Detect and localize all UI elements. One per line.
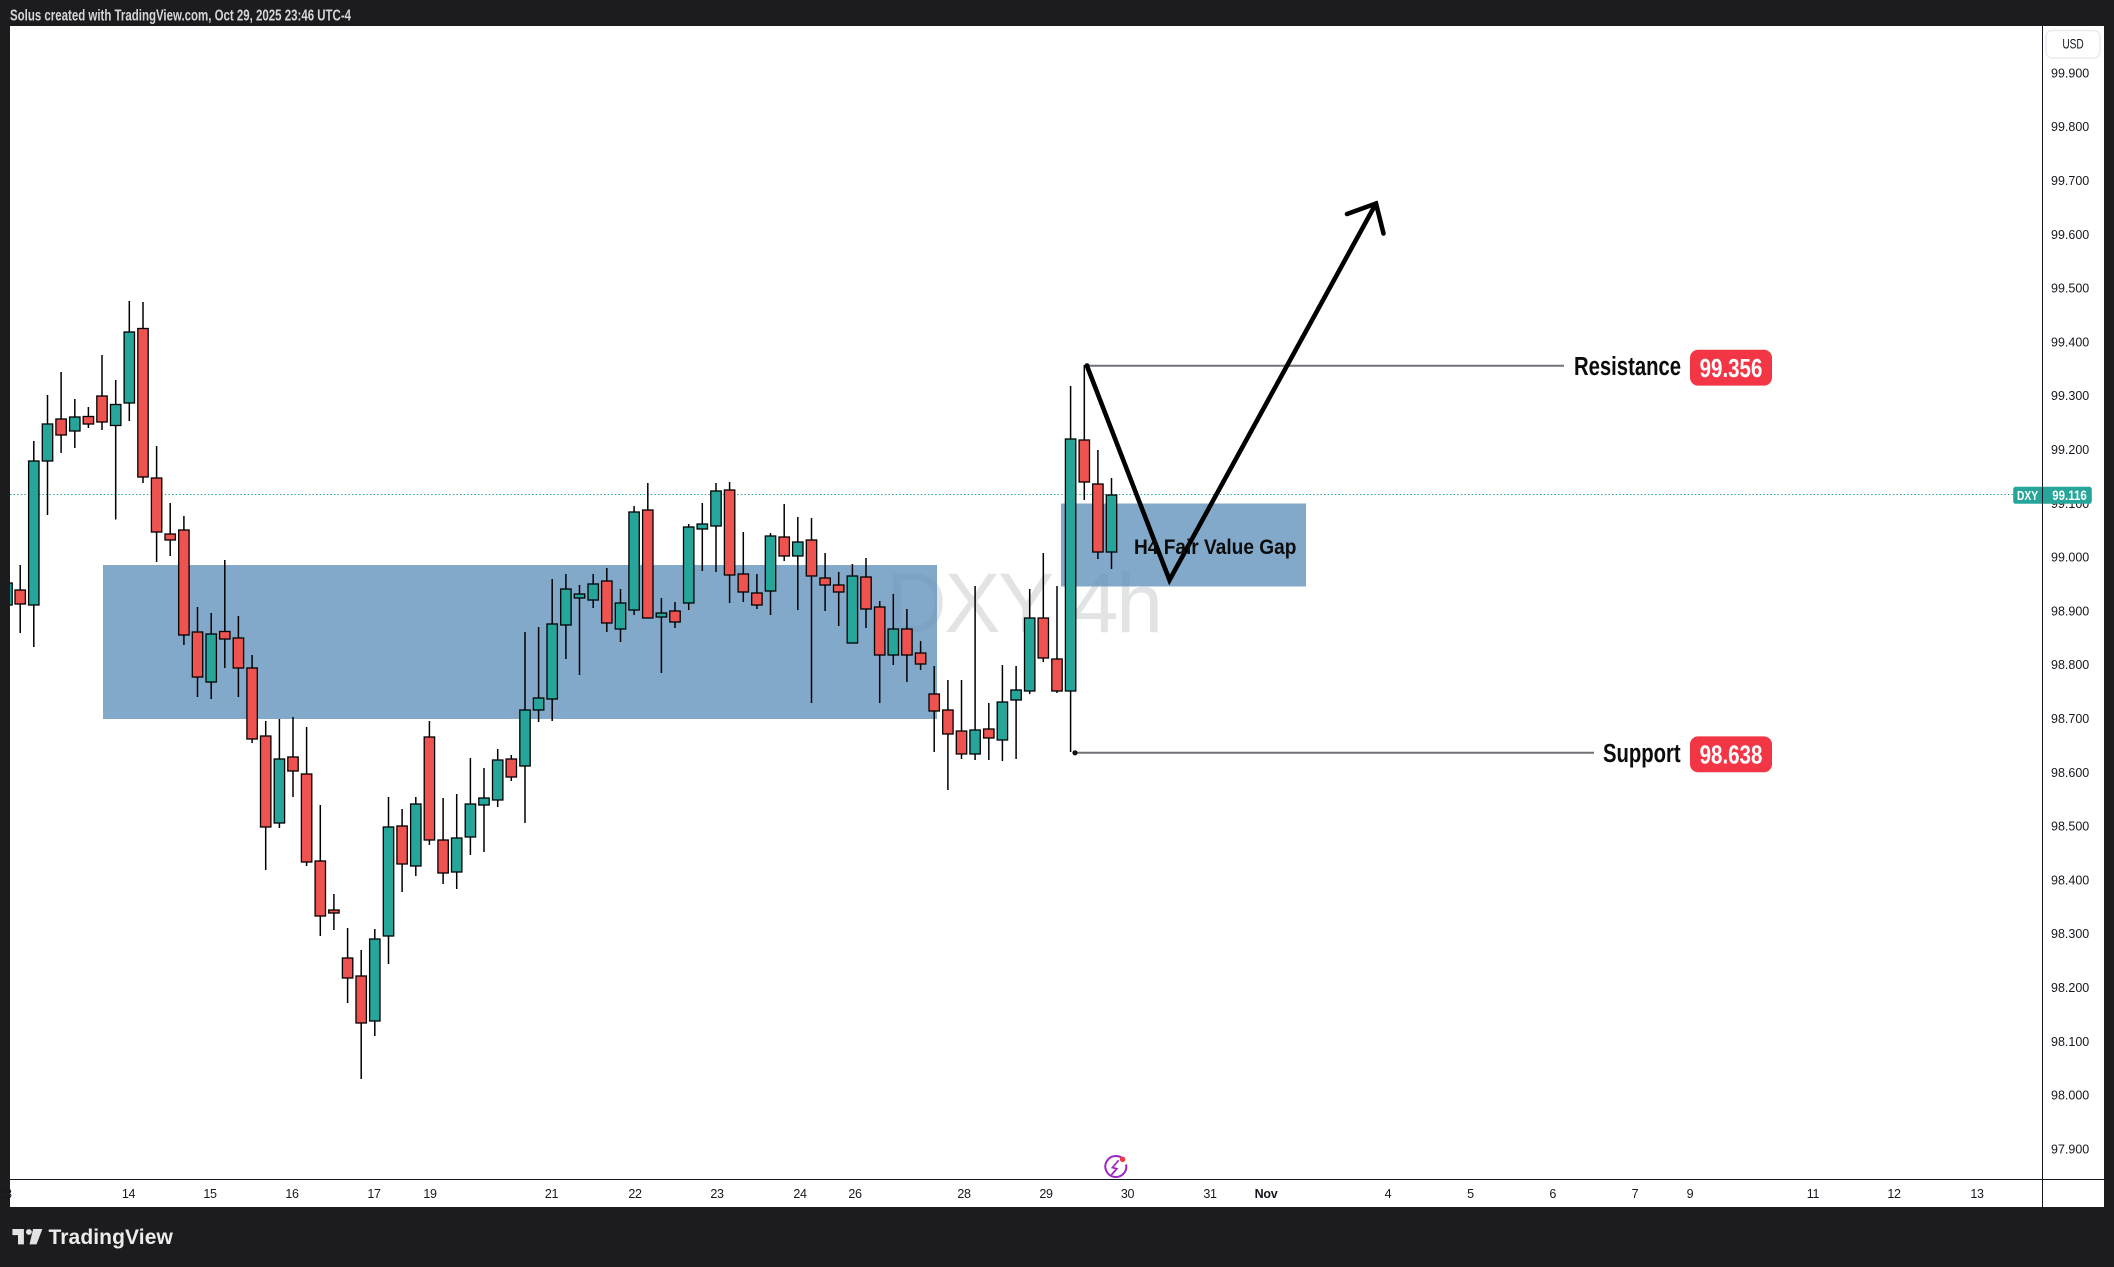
svg-text:Resistance: Resistance — [1574, 352, 1681, 381]
svg-text:16: 16 — [285, 1187, 299, 1201]
svg-text:15: 15 — [203, 1187, 217, 1201]
svg-text:99.600: 99.600 — [2051, 228, 2089, 242]
svg-text:99.700: 99.700 — [2051, 174, 2089, 188]
svg-text:99.000: 99.000 — [2051, 551, 2089, 565]
svg-text:98.800: 98.800 — [2051, 658, 2089, 672]
svg-text:4: 4 — [1385, 1187, 1392, 1201]
svg-text:21: 21 — [545, 1187, 559, 1201]
svg-text:97.900: 97.900 — [2051, 1142, 2089, 1156]
svg-text:98.100: 98.100 — [2051, 1035, 2089, 1049]
svg-text:31: 31 — [1203, 1187, 1217, 1201]
svg-text:9: 9 — [1687, 1187, 1694, 1201]
svg-text:99.300: 99.300 — [2051, 389, 2089, 403]
svg-text:99.800: 99.800 — [2051, 120, 2089, 134]
svg-text:98.638: 98.638 — [1700, 740, 1763, 769]
svg-text:Support: Support — [1603, 738, 1681, 767]
svg-text:98.400: 98.400 — [2051, 873, 2089, 887]
svg-text:6: 6 — [1549, 1187, 1556, 1201]
svg-text:7: 7 — [1632, 1187, 1639, 1201]
svg-text:99.900: 99.900 — [2051, 66, 2089, 80]
svg-text:99.500: 99.500 — [2051, 282, 2089, 296]
svg-text:DXY: DXY — [2017, 490, 2038, 503]
svg-text:98.500: 98.500 — [2051, 820, 2089, 834]
svg-text:99.356: 99.356 — [1700, 354, 1763, 383]
svg-text:99.116: 99.116 — [2052, 488, 2086, 503]
svg-text:22: 22 — [628, 1187, 642, 1201]
svg-text:98.600: 98.600 — [2051, 766, 2089, 780]
svg-text:TradingView: TradingView — [49, 1226, 174, 1249]
svg-text:98.200: 98.200 — [2051, 981, 2089, 995]
svg-text:14: 14 — [122, 1187, 136, 1201]
svg-text:98.000: 98.000 — [2051, 1089, 2089, 1103]
svg-text:H4 Fair Value Gap: H4 Fair Value Gap — [1134, 536, 1296, 559]
svg-text:5: 5 — [1467, 1187, 1474, 1201]
svg-text:24: 24 — [793, 1187, 807, 1201]
svg-text:30: 30 — [1121, 1187, 1135, 1201]
svg-text:13: 13 — [1970, 1187, 1984, 1201]
svg-text:Nov: Nov — [1255, 1187, 1278, 1201]
svg-text:USD: USD — [2062, 36, 2084, 52]
svg-text:29: 29 — [1039, 1187, 1053, 1201]
svg-text:11: 11 — [1807, 1187, 1820, 1201]
svg-text:17: 17 — [367, 1187, 381, 1201]
svg-text:99.200: 99.200 — [2051, 443, 2089, 457]
svg-text:23: 23 — [710, 1187, 724, 1201]
svg-text:98.900: 98.900 — [2051, 604, 2089, 618]
svg-text:28: 28 — [957, 1187, 971, 1201]
svg-text:26: 26 — [848, 1187, 862, 1201]
svg-text:19: 19 — [423, 1187, 437, 1201]
svg-text:99.400: 99.400 — [2051, 335, 2089, 349]
svg-text:13: 13 — [0, 1187, 12, 1201]
svg-text:98.700: 98.700 — [2051, 712, 2089, 726]
svg-text:12: 12 — [1887, 1187, 1901, 1201]
svg-text:Solus created with TradingView: Solus created with TradingView.com, Oct … — [10, 5, 351, 23]
svg-text:98.300: 98.300 — [2051, 927, 2089, 941]
